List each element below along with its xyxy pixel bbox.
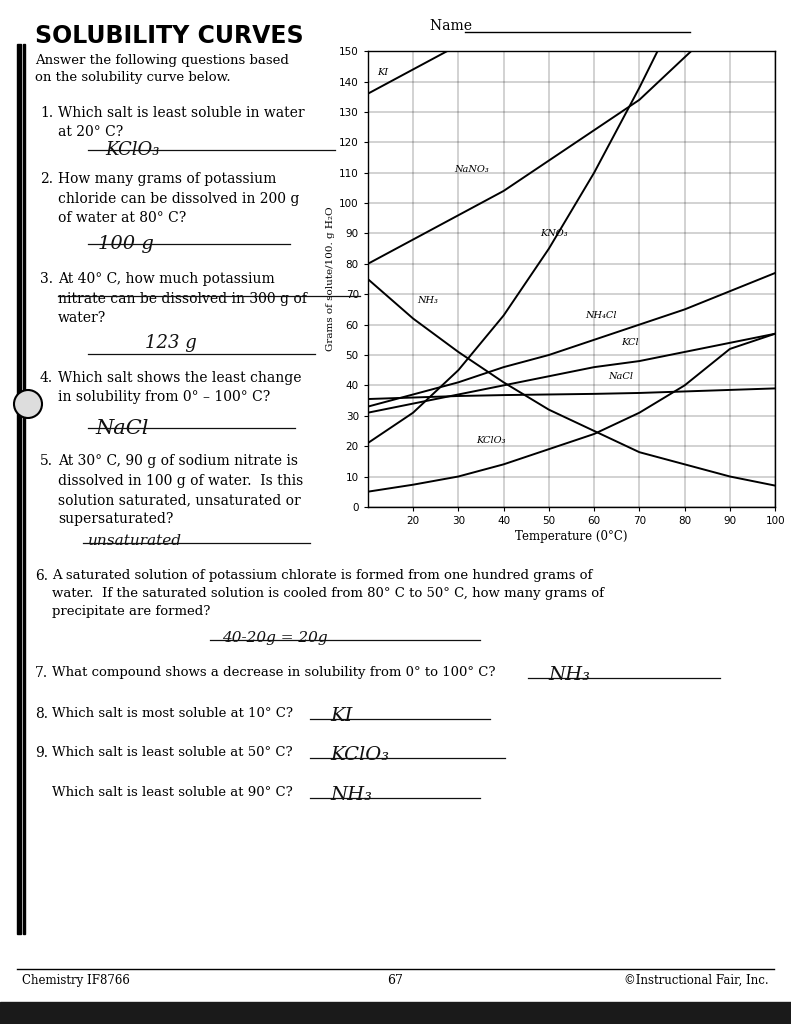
Text: unsaturated: unsaturated bbox=[88, 534, 182, 548]
Text: 40-20g = 20g: 40-20g = 20g bbox=[222, 631, 327, 645]
Text: KI: KI bbox=[377, 68, 388, 77]
Text: 2.: 2. bbox=[40, 172, 53, 186]
Text: How many grams of potassium
chloride can be dissolved in 200 g
of water at 80° C: How many grams of potassium chloride can… bbox=[58, 172, 299, 225]
Text: Which salt shows the least change
in solubility from 0° – 100° C?: Which salt shows the least change in sol… bbox=[58, 371, 301, 404]
Text: Answer the following questions based
on the solubility curve below.: Answer the following questions based on … bbox=[35, 54, 289, 84]
Text: NH₃: NH₃ bbox=[330, 786, 372, 804]
Text: 100 g: 100 g bbox=[98, 234, 154, 253]
Text: 4.: 4. bbox=[40, 371, 53, 385]
Text: 3.: 3. bbox=[40, 272, 53, 286]
X-axis label: Temperature (0°C): Temperature (0°C) bbox=[515, 530, 628, 543]
Text: 6.: 6. bbox=[35, 569, 48, 583]
Text: KClO₃: KClO₃ bbox=[105, 141, 160, 159]
Text: Which salt is least soluble at 50° C?: Which salt is least soluble at 50° C? bbox=[52, 746, 293, 759]
Text: 5.: 5. bbox=[40, 454, 53, 468]
Text: At 40° C, how much potassium
nitrate can be dissolved in 300 g of
water?: At 40° C, how much potassium nitrate can… bbox=[58, 272, 307, 325]
Text: KI: KI bbox=[330, 707, 352, 725]
Text: KNO₃: KNO₃ bbox=[539, 229, 567, 238]
Text: Which salt is least soluble in water
at 20° C?: Which salt is least soluble in water at … bbox=[58, 106, 305, 139]
Text: Name: Name bbox=[430, 19, 476, 33]
Text: 67: 67 bbox=[387, 974, 403, 987]
Text: A saturated solution of potassium chlorate is formed from one hundred grams of
w: A saturated solution of potassium chlora… bbox=[52, 569, 604, 618]
Text: NH₃: NH₃ bbox=[548, 666, 590, 684]
Circle shape bbox=[14, 390, 42, 418]
Bar bbox=[0, 1002, 791, 1024]
Text: 123 g: 123 g bbox=[145, 334, 197, 352]
Text: Chemistry IF8766: Chemistry IF8766 bbox=[22, 974, 130, 987]
Text: NH₄Cl: NH₄Cl bbox=[585, 311, 616, 319]
Bar bbox=[23, 44, 25, 934]
Text: 1.: 1. bbox=[40, 106, 53, 120]
Text: 9.: 9. bbox=[35, 746, 48, 760]
Text: Which salt is least soluble at 90° C?: Which salt is least soluble at 90° C? bbox=[52, 786, 293, 799]
Text: Which salt is most soluble at 10° C?: Which salt is most soluble at 10° C? bbox=[52, 707, 293, 720]
Text: NaNO₃: NaNO₃ bbox=[454, 165, 489, 174]
Text: At 30° C, 90 g of sodium nitrate is
dissolved in 100 g of water.  Is this
soluti: At 30° C, 90 g of sodium nitrate is diss… bbox=[58, 454, 303, 526]
Text: NH₃: NH₃ bbox=[418, 296, 438, 305]
Text: NaCl: NaCl bbox=[607, 372, 633, 381]
Y-axis label: Grams of solute/100. g H₂O: Grams of solute/100. g H₂O bbox=[326, 207, 335, 351]
Text: 7.: 7. bbox=[35, 666, 48, 680]
Text: KClO₃: KClO₃ bbox=[476, 435, 506, 444]
Text: ©Instructional Fair, Inc.: ©Instructional Fair, Inc. bbox=[624, 974, 769, 987]
Text: 8.: 8. bbox=[35, 707, 48, 721]
Text: KClO₃: KClO₃ bbox=[330, 746, 389, 764]
Text: SOLUBILITY CURVES: SOLUBILITY CURVES bbox=[35, 24, 304, 48]
Text: NaCl: NaCl bbox=[95, 419, 149, 438]
Bar bbox=[17, 44, 21, 934]
Text: What compound shows a decrease in solubility from 0° to 100° C?: What compound shows a decrease in solubi… bbox=[52, 666, 495, 679]
Text: KCl: KCl bbox=[621, 338, 639, 347]
